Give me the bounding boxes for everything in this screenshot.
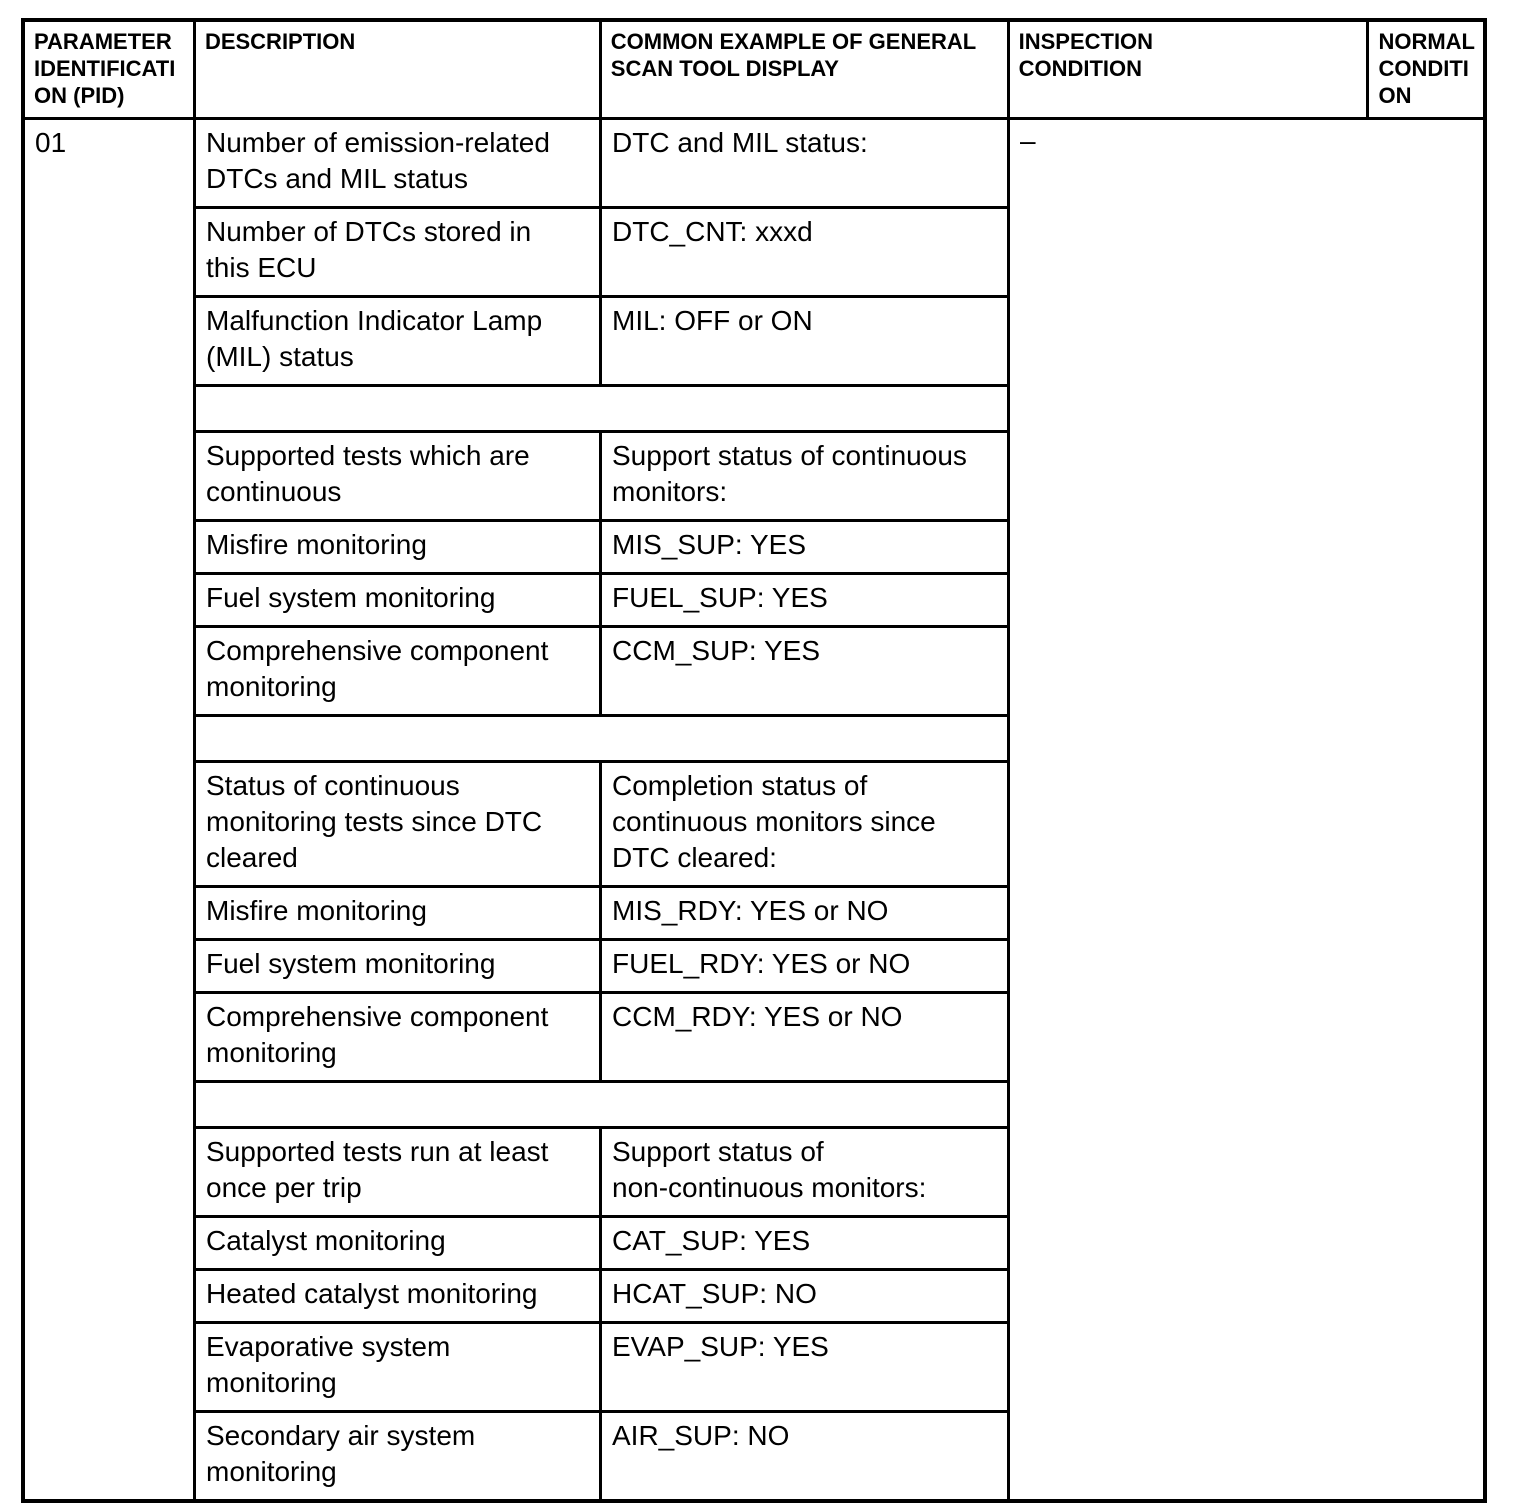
header-inspection-condition: INSPECTION CONDITION: [1010, 22, 1370, 117]
table-header-row: PARAMETER IDENTIFICATI ON (PID) DESCRIPT…: [25, 22, 1483, 120]
scan-display-cell: HCAT_SUP: NO: [612, 1278, 817, 1309]
description-cell: Heated catalyst monitoring: [196, 1271, 602, 1321]
spacer-row: [196, 1083, 1007, 1129]
scan-display-cell: CCM_RDY: YES or NO: [612, 1001, 903, 1032]
description-cell: Misfire monitoring: [196, 888, 602, 938]
scan-display-cell: MIS_RDY: YES or NO: [612, 895, 889, 926]
table-row: Comprehensive component monitoring CCM_S…: [196, 628, 1007, 717]
table-row: Supported tests which are continuous Sup…: [196, 433, 1007, 522]
document-page: PARAMETER IDENTIFICATI ON (PID) DESCRIPT…: [21, 18, 1487, 1503]
table-row: Fuel system monitoring FUEL_SUP: YES: [196, 575, 1007, 628]
pid-data-table: PARAMETER IDENTIFICATI ON (PID) DESCRIPT…: [21, 18, 1487, 1503]
description-cell: Number of emission-related DTCs and MIL …: [196, 120, 602, 206]
table-row: Supported tests run at least once per tr…: [196, 1129, 1007, 1218]
scan-display-cell: DTC and MIL status:: [612, 127, 868, 158]
scan-display-cell: MIL: OFF or ON: [612, 305, 813, 336]
table-row: Catalyst monitoring CAT_SUP: YES: [196, 1218, 1007, 1271]
scan-display-cell: Completion status of continuous monitors…: [612, 770, 936, 873]
inspection-normal-condition-cell: –: [1020, 125, 1036, 156]
description-cell: Fuel system monitoring: [196, 941, 602, 991]
scan-display-cell: CCM_SUP: YES: [612, 635, 820, 666]
scan-display-cell: EVAP_SUP: YES: [612, 1331, 829, 1362]
scan-display-cell: AIR_SUP: NO: [612, 1420, 790, 1451]
description-cell: Malfunction Indicator Lamp (MIL) status: [196, 298, 602, 384]
scan-display-cell: FUEL_SUP: YES: [612, 582, 828, 613]
spacer-row: [196, 717, 1007, 763]
table-row: Misfire monitoring MIS_RDY: YES or NO: [196, 888, 1007, 941]
header-parameter-identification: PARAMETER IDENTIFICATI ON (PID): [25, 22, 196, 117]
scan-display-cell: FUEL_RDY: YES or NO: [612, 948, 911, 979]
description-cell: Fuel system monitoring: [196, 575, 602, 625]
table-row: Comprehensive component monitoring CCM_R…: [196, 994, 1007, 1083]
table-row: Number of emission-related DTCs and MIL …: [196, 120, 1007, 209]
description-cell: Catalyst monitoring: [196, 1218, 602, 1268]
table-row: Fuel system monitoring FUEL_RDY: YES or …: [196, 941, 1007, 994]
table-row: Misfire monitoring MIS_SUP: YES: [196, 522, 1007, 575]
description-cell: Number of DTCs stored in this ECU: [196, 209, 602, 295]
header-scan-tool-display: COMMON EXAMPLE OF GENERAL SCAN TOOL DISP…: [602, 22, 1010, 117]
description-cell: Secondary air system monitoring: [196, 1413, 602, 1499]
description-cell: Supported tests which are continuous: [196, 433, 602, 519]
spacer-row: [196, 387, 1007, 433]
description-cell: Evaporative system monitoring: [196, 1324, 602, 1410]
table-row: Secondary air system monitoring AIR_SUP:…: [196, 1413, 1007, 1499]
description-display-column: Number of emission-related DTCs and MIL …: [196, 120, 1010, 1499]
table-row: Malfunction Indicator Lamp (MIL) status …: [196, 298, 1007, 387]
scan-display-cell: CAT_SUP: YES: [612, 1225, 811, 1256]
description-cell: Supported tests run at least once per tr…: [196, 1129, 602, 1215]
scan-display-cell: MIS_SUP: YES: [612, 529, 807, 560]
header-normal-condition: NORMAL CONDITI ON: [1378, 29, 1475, 108]
table-row: Status of continuous monitoring tests si…: [196, 763, 1007, 888]
description-cell: Comprehensive component monitoring: [196, 628, 602, 714]
table-row: Heated catalyst monitoring HCAT_SUP: NO: [196, 1271, 1007, 1324]
description-cell: Status of continuous monitoring tests si…: [196, 763, 602, 885]
table-row: Number of DTCs stored in this ECU DTC_CN…: [196, 209, 1007, 298]
scan-display-cell: DTC_CNT: xxxd: [612, 216, 813, 247]
scan-display-cell: Support status of continuous monitors:: [612, 440, 967, 507]
pid-cell: 01: [25, 120, 196, 1499]
description-cell: Comprehensive component monitoring: [196, 994, 602, 1080]
table-body: 01 Number of emission-related DTCs and M…: [25, 120, 1483, 1499]
scan-display-cell: Support status of non-continuous monitor…: [612, 1136, 927, 1203]
description-cell: Misfire monitoring: [196, 522, 602, 572]
table-row: Evaporative system monitoring EVAP_SUP: …: [196, 1324, 1007, 1413]
header-description: DESCRIPTION: [196, 22, 602, 117]
